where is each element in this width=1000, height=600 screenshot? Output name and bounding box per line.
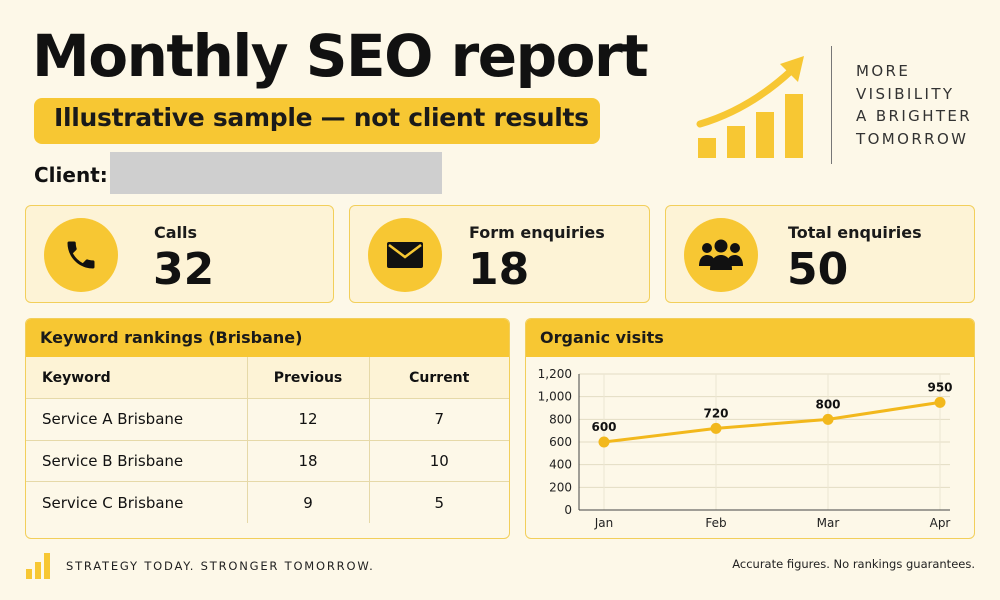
- footer-bars-icon: [26, 553, 50, 579]
- table-row: Service A Brisbane 12 7: [26, 398, 509, 441]
- footer-disclaimer: Accurate figures. No rankings guarantees…: [732, 557, 975, 571]
- previous-rank-cell: 18: [246, 440, 369, 482]
- data-label: 950: [927, 380, 952, 394]
- y-tick-label: 0: [564, 503, 572, 517]
- y-tick-label: 1,200: [538, 367, 572, 381]
- logo-line: VISIBILITY: [856, 84, 955, 103]
- y-tick-label: 200: [549, 480, 572, 494]
- y-tick-label: 800: [549, 412, 572, 426]
- data-point: [822, 413, 834, 425]
- logo-divider: [831, 46, 832, 164]
- data-point: [934, 396, 946, 408]
- keyword-cell: Service A Brisbane: [26, 398, 247, 441]
- keyword-rankings-panel: Keyword rankings (Brisbane) Keyword Prev…: [25, 318, 510, 539]
- kpi-value: 18: [468, 244, 530, 295]
- previous-rank-cell: 12: [246, 398, 369, 441]
- data-label: 600: [591, 420, 616, 434]
- kpi-value: 32: [153, 244, 215, 295]
- keyword-rankings-table: Keyword Previous Current Service A Brisb…: [26, 357, 509, 523]
- keyword-rankings-title: Keyword rankings (Brisbane): [26, 319, 509, 357]
- organic-visits-panel: Organic visits 0 200 400 600 800 1,000 1,200 Ja…: [525, 318, 975, 539]
- column-header: Keyword: [26, 357, 247, 399]
- data-label: 800: [815, 397, 840, 411]
- client-label: Client:: [34, 163, 108, 187]
- kpi-value: 50: [787, 244, 849, 295]
- previous-rank-cell: 9: [246, 481, 369, 523]
- x-tick-label: Apr: [930, 516, 951, 530]
- phone-icon: [44, 218, 118, 292]
- y-tick-label: 1,000: [538, 390, 572, 404]
- column-header: Previous: [246, 357, 369, 399]
- current-rank-cell: 5: [368, 481, 509, 523]
- people-icon: [684, 218, 758, 292]
- kpi-label: Total enquiries: [788, 223, 922, 242]
- y-tick-label: 400: [549, 458, 572, 472]
- kpi-card-calls: Calls 32: [25, 205, 334, 303]
- organic-visits-chart: 0 200 400 600 800 1,000 1,200 Jan Feb Mar Apr 600 72…: [538, 367, 953, 530]
- current-rank-cell: 10: [368, 440, 509, 482]
- table-row: Service C Brisbane 9 5: [26, 481, 509, 523]
- kpi-card-form-enquiries: Form enquiries 18: [349, 205, 650, 303]
- kpi-card-total-enquiries: Total enquiries 50: [665, 205, 975, 303]
- table-header-row: Keyword Previous Current: [26, 357, 509, 399]
- sample-disclaimer-banner: Illustrative sample — not client results: [34, 98, 600, 144]
- data-point: [710, 422, 722, 434]
- x-tick-label: Jan: [594, 516, 614, 530]
- report-title: Monthly SEO report: [32, 22, 649, 90]
- series-line: [603, 400, 941, 444]
- logo-tagline: MORE VISIBILITY A BRIGHTER TOMORROW: [856, 60, 972, 150]
- table-row: Service B Brisbane 18 10: [26, 440, 509, 482]
- keyword-cell: Service C Brisbane: [42, 493, 184, 512]
- x-tick-label: Mar: [817, 516, 840, 530]
- data-label: 720: [703, 406, 728, 420]
- growth-bars-arrow-icon: [696, 56, 804, 158]
- logo-line: A BRIGHTER: [856, 107, 973, 125]
- keyword-cell: Service B Brisbane: [26, 440, 247, 482]
- column-header: Current: [368, 357, 509, 399]
- x-tick-label: Feb: [705, 516, 726, 530]
- logo-line: MORE: [856, 62, 911, 80]
- logo-line: TOMORROW: [856, 129, 969, 148]
- data-point: [598, 436, 610, 448]
- client-name-redacted: [110, 152, 442, 194]
- envelope-icon: [368, 218, 442, 292]
- kpi-label: Calls: [154, 223, 198, 242]
- kpi-label: Form enquiries: [469, 223, 605, 242]
- footer-tagline: STRATEGY TODAY. STRONGER TOMORROW.: [66, 559, 375, 573]
- chart-title: Organic visits: [526, 319, 974, 357]
- current-rank-cell: 7: [368, 398, 509, 441]
- y-tick-label: 600: [549, 435, 572, 449]
